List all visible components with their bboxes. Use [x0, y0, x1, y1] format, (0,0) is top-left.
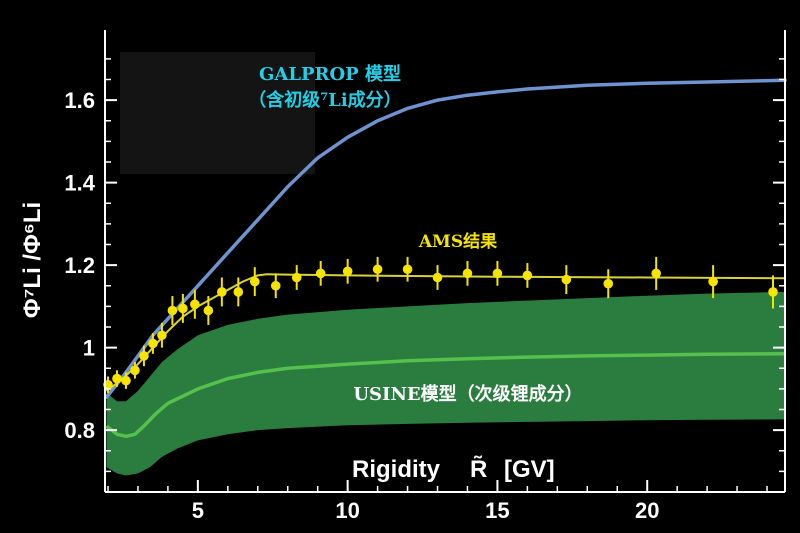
y-tick-label: 1.2 [64, 253, 95, 278]
y-tick-label: 0.8 [64, 418, 95, 443]
ams-data-point [139, 345, 149, 367]
ams-point-marker [217, 287, 227, 297]
ams-data-point [522, 263, 533, 288]
ams-data-point [121, 372, 131, 389]
ams-point-marker [233, 287, 244, 297]
ams-data-point [492, 261, 503, 286]
ams-point-marker [203, 305, 214, 316]
ams-data-point [178, 294, 188, 323]
usine-band-layer [106, 291, 785, 476]
ams-data-point [270, 273, 281, 299]
ams-data-point [291, 265, 302, 290]
ams-point-marker [157, 330, 167, 341]
ams-point-marker [249, 276, 260, 287]
y-tick-label: 1.6 [64, 88, 95, 113]
ams-point-marker [315, 268, 326, 279]
ams-point-marker [291, 272, 302, 283]
ams-data-point [342, 258, 353, 284]
ams-data-point [768, 275, 778, 309]
usine-annotation: USINE模型（次级锂成分） [353, 383, 582, 405]
ams-data-point [130, 362, 140, 379]
ams-point-marker [167, 305, 178, 316]
ams-data-point [561, 265, 572, 294]
ams-point-marker [190, 299, 200, 310]
galprop-annotation-line1: GALPROP 模型 [259, 63, 401, 85]
ams-data-point [233, 277, 244, 307]
ams-data-point [402, 256, 413, 282]
ams-data-point [190, 289, 200, 319]
usine-uncertainty-band [106, 291, 785, 476]
ams-point-marker [651, 268, 661, 279]
galprop-model-line [104, 78, 787, 399]
y-axis-label: Φ⁷Li /Φ⁶Li [19, 202, 46, 318]
ams-point-marker [130, 365, 140, 376]
x-tick-label: 20 [635, 498, 659, 523]
ams-point-marker [492, 268, 503, 279]
ams-points-layer [103, 256, 778, 393]
ams-point-marker [432, 272, 443, 283]
ams-point-marker [178, 303, 188, 314]
y-tick-label: 1 [83, 336, 95, 361]
x-tick-label: 15 [485, 498, 509, 523]
ams-fit-line [105, 273, 786, 392]
x-tick-label: 5 [192, 498, 204, 523]
lines-layer [104, 78, 787, 439]
usine-model-line [105, 352, 786, 439]
ams-point-marker [462, 268, 473, 279]
x-axis-label: Rigidity [352, 456, 441, 483]
ams-point-marker [402, 264, 413, 275]
ams-point-marker [148, 338, 158, 349]
ams-data-point [249, 267, 260, 297]
ams-point-marker [768, 287, 778, 297]
ams-annotation: AMS结果 [418, 231, 497, 252]
ams-data-point [157, 322, 167, 348]
ams-data-point [203, 296, 214, 325]
ams-data-point [708, 265, 718, 299]
ams-point-marker [708, 276, 718, 287]
ams-point-marker [139, 351, 149, 361]
ams-data-point [148, 333, 158, 354]
ams-point-marker [112, 373, 122, 384]
ams-point-marker [561, 274, 572, 285]
y-tick-label: 1.4 [64, 171, 95, 196]
ams-data-point [432, 265, 443, 290]
ams-data-point [112, 370, 122, 387]
ams-data-point [167, 296, 178, 325]
ams-data-point [372, 256, 383, 282]
ams-data-point [603, 269, 614, 299]
ams-point-marker [603, 278, 614, 289]
ams-data-point [462, 261, 473, 286]
ams-point-marker [372, 264, 383, 275]
ams-point-marker [522, 270, 533, 281]
galprop-annotation-line2: （含初级⁷Li成分） [248, 89, 401, 111]
x-axis-symbol: R̃ [470, 455, 487, 483]
galprop-label-box [120, 52, 315, 174]
x-tick-label: 10 [335, 498, 359, 523]
x-axis-unit: [GV] [504, 456, 555, 483]
ams-point-marker [342, 266, 353, 277]
ams-data-point [217, 277, 227, 307]
ticks-layer: 0.8 1 1.2 1.4 1.6 5 10 15 20 [64, 58, 785, 523]
ams-data-point [651, 256, 661, 290]
plot-frame [104, 30, 786, 493]
ams-point-marker [121, 375, 131, 386]
ams-point-marker [270, 280, 281, 291]
ams-data-point [315, 261, 326, 286]
